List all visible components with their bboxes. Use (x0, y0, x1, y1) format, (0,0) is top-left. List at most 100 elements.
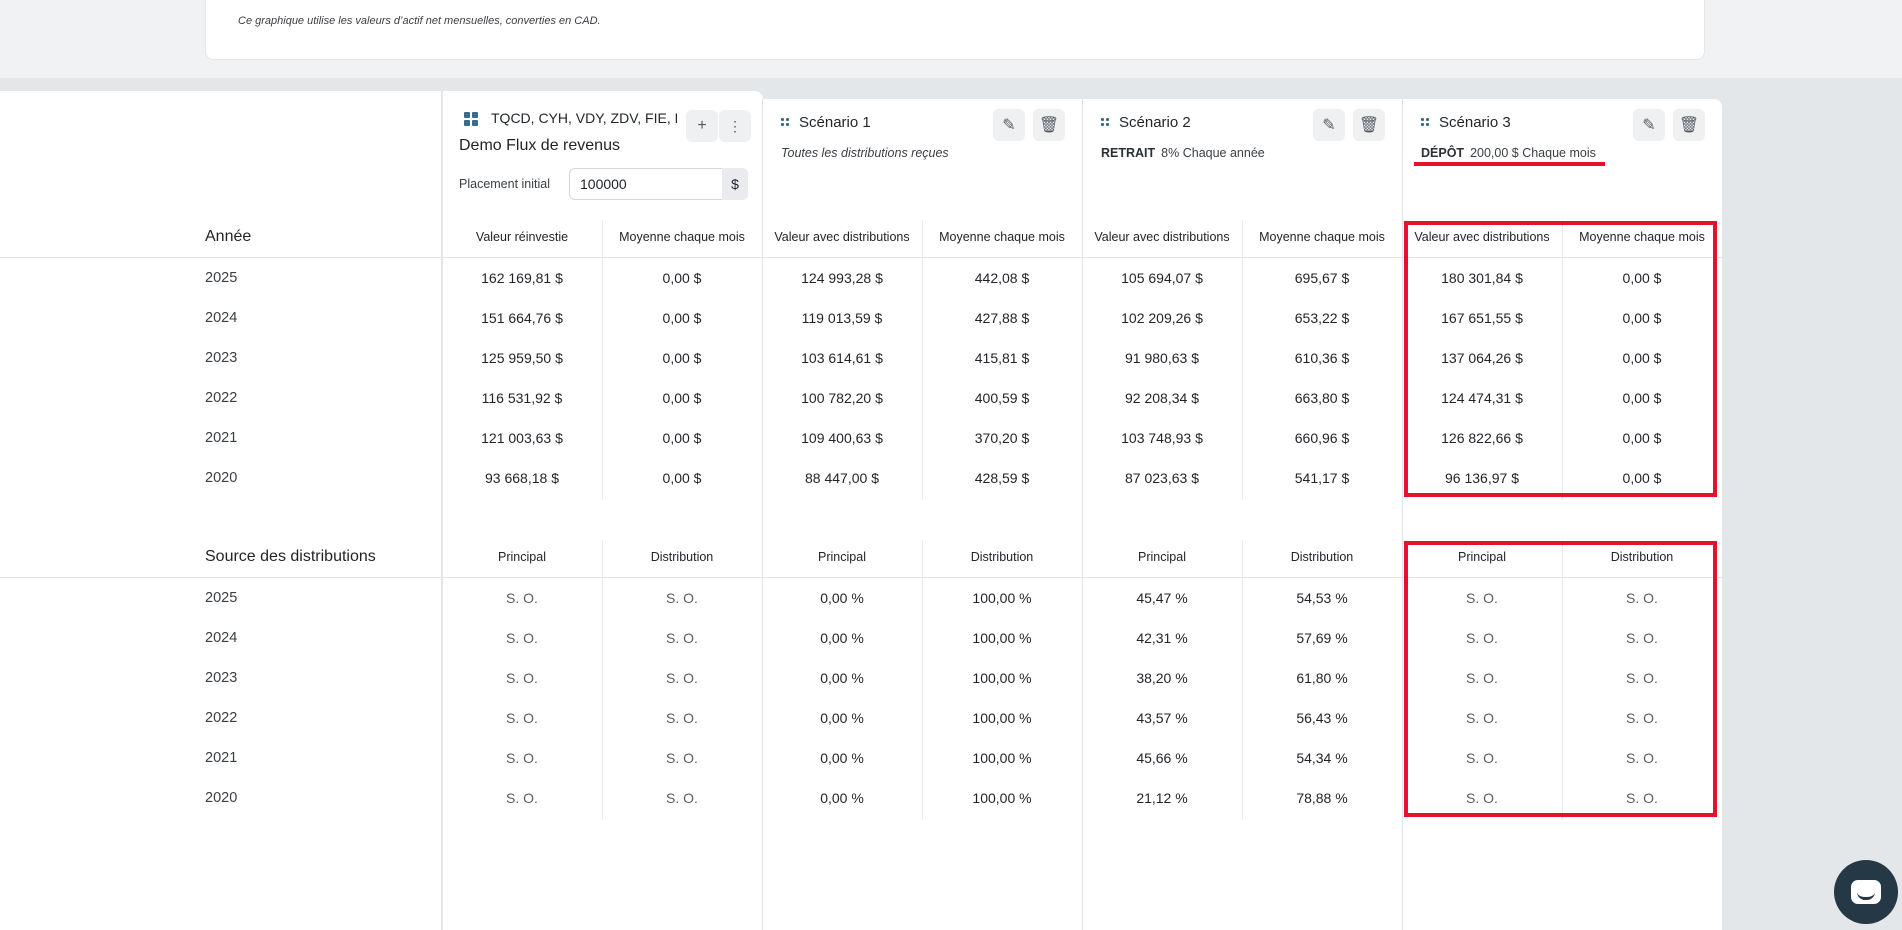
plus-icon[interactable]: + (686, 110, 718, 142)
chat-button[interactable] (1834, 860, 1898, 924)
table-cell: 100,00 % (972, 750, 1032, 766)
table-cell: 0,00 $ (662, 430, 702, 446)
table-cell: 54,34 % (1296, 750, 1348, 766)
edit-icon[interactable]: ✎ (1633, 109, 1665, 141)
table-cell: 695,67 $ (1294, 270, 1350, 286)
table-cell: 100,00 % (972, 590, 1032, 606)
trash-icon[interactable]: 🗑 (1673, 109, 1705, 141)
column-header[interactable]: Moyenne chaque mois (939, 230, 1065, 244)
year-label: 2021 (205, 430, 238, 446)
table-cell: 151 664,76 $ (481, 310, 563, 326)
column-header[interactable]: Moyenne chaque mois (1259, 230, 1385, 244)
drag-handle-icon[interactable] (781, 118, 791, 128)
table-cell: 100,00 % (972, 630, 1032, 646)
portfolio-tickers: TQCD, CYH, VDY, ZDV, FIE, BTB, BNS, TD, … (491, 110, 677, 126)
table-cell: S. O. (1626, 590, 1658, 606)
scenario-2-detail: RETRAIT 8% Chaque année (1101, 146, 1265, 160)
highlight-box-sources (1404, 541, 1717, 817)
column-header[interactable]: Distribution (650, 550, 714, 564)
column-divider (1562, 540, 1563, 820)
table-cell: S. O. (1466, 670, 1498, 686)
drag-handle-icon[interactable] (1421, 118, 1431, 128)
table-cell: 541,17 $ (1294, 470, 1350, 486)
table-cell: S. O. (1626, 670, 1658, 686)
row-labels-panel (0, 91, 442, 930)
column-divider (922, 540, 923, 820)
table-cell: 103 614,61 $ (801, 350, 883, 366)
table-cell: 57,69 % (1296, 630, 1348, 646)
drag-handle-icon[interactable] (1101, 118, 1111, 128)
column-divider (922, 220, 923, 500)
table-cell: 125 959,50 $ (481, 350, 563, 366)
column-header[interactable]: Valeur avec distributions (1414, 230, 1550, 244)
scenario-2-title: Scénario 2 (1119, 114, 1191, 131)
table-cell: 653,22 $ (1294, 310, 1350, 326)
column-header[interactable]: Moyenne chaque mois (619, 230, 745, 244)
scenario-3-detail: DÉPÔT 200,00 $ Chaque mois (1421, 146, 1596, 160)
column-divider (1242, 540, 1243, 820)
column-header[interactable]: Moyenne chaque mois (1579, 230, 1705, 244)
table-cell: 0,00 $ (662, 390, 702, 406)
grid-icon[interactable] (464, 112, 478, 126)
initial-investment-label: Placement initial (459, 177, 551, 191)
table-cell: 78,88 % (1296, 790, 1348, 806)
table-cell: S. O. (1626, 750, 1658, 766)
column-header[interactable]: Distribution (1290, 550, 1354, 564)
portfolio-header: TQCD, CYH, VDY, ZDV, FIE, BTB, BNS, TD, … (443, 91, 763, 211)
scenario-1-header: Scénario 1 ✎ 🗑 Toutes les distributions … (763, 99, 1082, 219)
table-cell: S. O. (506, 710, 538, 726)
year-label: 2023 (205, 350, 238, 366)
edit-icon[interactable]: ✎ (1313, 109, 1345, 141)
source-section-title: Source des distributions (205, 548, 376, 565)
edit-icon[interactable]: ✎ (993, 109, 1025, 141)
table-cell: 0,00 $ (1622, 470, 1662, 486)
table-cell: 0,00 $ (662, 350, 702, 366)
table-cell: 93 668,18 $ (485, 470, 559, 486)
column-divider (602, 220, 603, 500)
year-section-title: Année (205, 228, 252, 245)
table-cell: 105 694,07 $ (1121, 270, 1203, 286)
column-header[interactable]: Principal (1458, 550, 1506, 564)
column-header[interactable]: Distribution (970, 550, 1034, 564)
column-header[interactable]: Valeur avec distributions (1094, 230, 1230, 244)
chat-icon (1851, 880, 1881, 904)
year-label: 2020 (205, 470, 238, 486)
column-header[interactable]: Valeur réinvestie (475, 230, 569, 244)
chart-note: Ce graphique utilise les valeurs d’actif… (238, 15, 601, 27)
column-header[interactable]: Principal (498, 550, 546, 564)
table-cell: 180 301,84 $ (1441, 270, 1523, 286)
table-cell: S. O. (1466, 630, 1498, 646)
table-cell: 428,59 $ (974, 470, 1030, 486)
table-cell: 100 782,20 $ (801, 390, 883, 406)
trash-icon[interactable]: 🗑 (1353, 109, 1385, 141)
highlight-underline (1414, 162, 1605, 166)
table-cell: 660,96 $ (1294, 430, 1350, 446)
column-divider (1562, 220, 1563, 500)
table-cell: 45,66 % (1136, 750, 1188, 766)
value-header-divider (0, 257, 1722, 258)
table-cell: 96 136,97 $ (1445, 470, 1519, 486)
column-header[interactable]: Distribution (1610, 550, 1674, 564)
table-cell: 100,00 % (972, 710, 1032, 726)
column-divider (1242, 220, 1243, 500)
column-header[interactable]: Principal (818, 550, 866, 564)
table-cell: 610,36 $ (1294, 350, 1350, 366)
table-cell: 162 169,81 $ (481, 270, 563, 286)
trash-icon[interactable]: 🗑 (1033, 109, 1065, 141)
table-cell: 0,00 $ (1622, 430, 1662, 446)
scenario-3-kind: DÉPÔT (1421, 146, 1465, 160)
table-cell: 100,00 % (972, 790, 1032, 806)
year-label: 2023 (205, 670, 238, 686)
table-cell: 0,00 % (820, 750, 864, 766)
scenario-3-title: Scénario 3 (1439, 114, 1511, 131)
table-cell: 100,00 % (972, 670, 1032, 686)
table-cell: 370,20 $ (974, 430, 1030, 446)
table-cell: 0,00 $ (1622, 270, 1662, 286)
initial-investment-input[interactable]: 100000 (569, 168, 723, 200)
column-header[interactable]: Principal (1138, 550, 1186, 564)
table-cell: 415,81 $ (974, 350, 1030, 366)
column-divider (602, 540, 603, 820)
column-header[interactable]: Valeur avec distributions (774, 230, 910, 244)
more-vertical-icon[interactable]: ⋮ (719, 110, 751, 142)
